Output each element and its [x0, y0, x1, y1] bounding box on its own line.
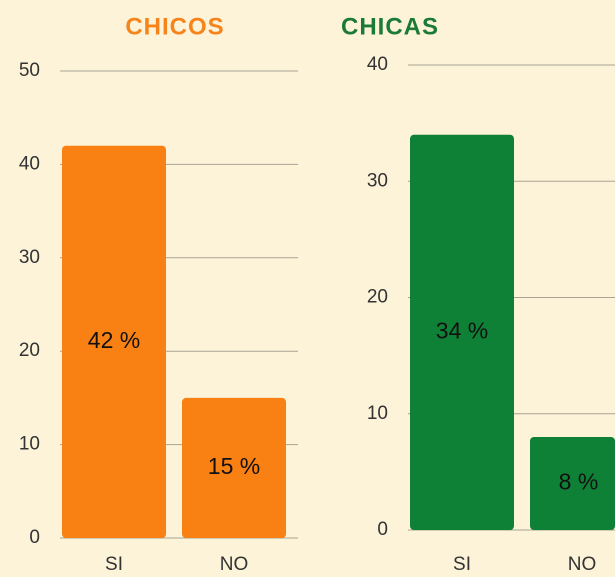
bar [530, 437, 615, 530]
y-tick-label: 10 [19, 434, 40, 455]
bar [410, 134, 514, 530]
value-label: 42 % [88, 327, 140, 353]
x-tick-label: SI [105, 554, 123, 575]
y-tick-label: 50 [19, 60, 40, 81]
y-tick-label: 40 [367, 54, 388, 75]
y-tick-label: 20 [367, 287, 388, 308]
bar [182, 397, 286, 538]
value-label: 8 % [559, 469, 599, 495]
y-tick-label: 0 [29, 527, 40, 548]
bar [62, 145, 166, 538]
x-tick-label: NO [568, 554, 597, 575]
chart-title: CHICAS [341, 13, 439, 40]
chart-title: CHICOS [125, 13, 224, 40]
y-tick-label: 20 [19, 340, 40, 361]
y-tick-label: 30 [19, 247, 40, 268]
value-label: 15 % [208, 453, 260, 479]
y-tick-label: 30 [367, 170, 388, 191]
y-tick-label: 0 [377, 519, 388, 540]
x-tick-label: SI [453, 554, 471, 575]
y-tick-label: 10 [367, 403, 388, 424]
y-tick-label: 40 [19, 153, 40, 174]
x-tick-label: NO [220, 554, 249, 575]
value-label: 34 % [436, 317, 488, 343]
